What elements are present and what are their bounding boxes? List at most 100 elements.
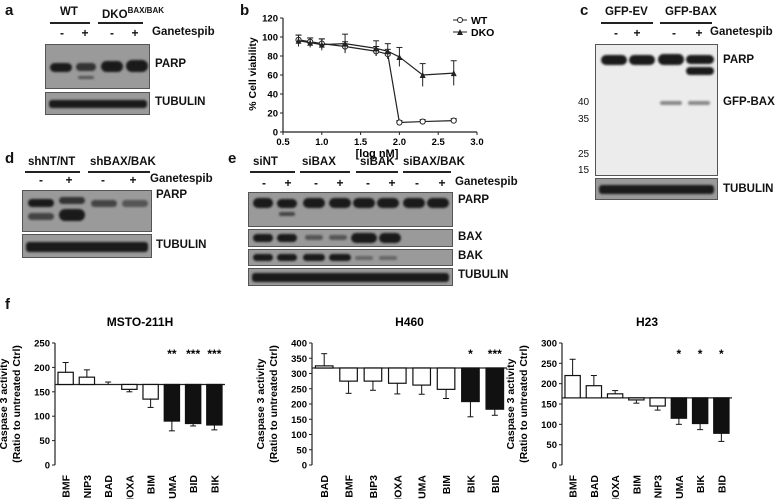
y-tick-label: 120: [262, 14, 278, 25]
bar-bid: [713, 397, 730, 434]
panel-d-label: d: [5, 150, 15, 167]
category-label: BAD: [589, 475, 601, 498]
treatment-label: Ganetespib: [455, 176, 518, 188]
sibax-label: siBAX: [302, 156, 336, 168]
chart-title: H23: [636, 315, 658, 329]
bar-bmf: [339, 367, 358, 382]
bax-blot: [248, 229, 453, 247]
wt-group-label: WT: [60, 6, 78, 18]
x-tick-label: 1.0: [315, 137, 328, 148]
y-tick-label: 100: [34, 412, 50, 423]
x-tick-label: 2.5: [432, 137, 446, 148]
y-tick-label: 100: [291, 430, 307, 441]
sign: +: [633, 26, 641, 40]
bar-bim: [142, 383, 159, 400]
sign: -: [39, 173, 43, 187]
y-tick-label: 250: [291, 384, 307, 395]
bar-noxa: [387, 367, 407, 384]
y-tick-label: 300: [291, 369, 307, 380]
y-tick-label: 80: [267, 52, 278, 63]
y-axis-label: Caspase 3 activity(Ratio to untreated Ct…: [505, 345, 530, 463]
y-tick-label: 150: [34, 387, 50, 398]
bar-bad: [314, 365, 334, 369]
bar-bim: [436, 367, 456, 390]
data-point: [396, 119, 403, 126]
sign: +: [438, 176, 446, 190]
tubulin-label: TUBULIN: [155, 96, 206, 108]
panel-e-label: e: [228, 150, 237, 167]
tubulin-label: TUBULIN: [156, 239, 207, 251]
category-label: BMF: [61, 474, 73, 497]
bax-label: BAX: [458, 231, 483, 243]
y-axis-label-line: (Ratio to untreated Ctrl): [518, 345, 530, 463]
sign: -: [314, 176, 318, 190]
shbaxbak-label: shBAX/BAK: [90, 156, 156, 168]
sint-label: siNT: [253, 156, 278, 168]
sign: +: [695, 26, 703, 40]
y-tick-label: 50: [546, 440, 557, 451]
sign: +: [65, 173, 73, 187]
y-tick-label: 150: [541, 400, 557, 411]
sign: +: [284, 176, 292, 190]
category-label: BID: [188, 475, 200, 494]
data-point: [419, 118, 426, 125]
bar-bik: [691, 397, 709, 425]
panel-b-label: b: [240, 2, 250, 19]
y-tick-label: 60: [267, 71, 278, 82]
y-tick-label: 0: [45, 461, 50, 472]
tubulin-blot: [45, 92, 150, 115]
y-tick-label: 50: [296, 445, 307, 456]
mw-35: 35: [578, 114, 590, 125]
sign: -: [614, 26, 618, 40]
bar-bid: [485, 367, 505, 410]
bar-noxa: [121, 383, 138, 390]
bar-bik: [206, 383, 223, 426]
y-axis-label: Caspase 3 activity(Ratio to untreated Ct…: [255, 345, 280, 463]
category-label: BIK: [209, 475, 221, 494]
sign: -: [60, 26, 64, 40]
gfp-bax-label: GFP-BAX: [665, 6, 717, 18]
significance-mark: *: [719, 347, 724, 361]
category-label: BAD: [103, 475, 115, 498]
y-tick-label: 300: [541, 339, 557, 350]
y-axis-label: Caspase 3 activity(Ratio to untreated Ct…: [0, 345, 23, 463]
treatment-label: Ganetespib: [152, 26, 215, 38]
bar-bid: [184, 383, 202, 425]
legend-wt: WT: [471, 15, 488, 27]
x-tick-label: 3.0: [470, 137, 483, 148]
y-tick-label: 0: [302, 461, 307, 472]
x-tick-label: 0.5: [276, 137, 290, 148]
data-point: [396, 53, 403, 60]
x-tick-label: 1.5: [354, 137, 368, 148]
parp-blot: [22, 190, 152, 232]
y-tick-label: 250: [541, 359, 557, 370]
bar-noxa: [606, 393, 624, 399]
data-point: [450, 117, 457, 124]
y-tick-label: 400: [291, 339, 307, 350]
category-label: NOXA: [610, 475, 622, 499]
bar-bnip3: [649, 397, 666, 407]
x-axis-label: [log nM]: [356, 148, 399, 160]
chart-title: MSTO-211H: [107, 315, 173, 329]
y-axis-label-line: Caspase 3 activity: [255, 358, 267, 449]
data-point: [373, 45, 380, 52]
bar-bip3: [363, 367, 383, 382]
parp-blot: [45, 44, 150, 89]
significance-mark: *: [468, 347, 473, 361]
gfp-blot: [595, 44, 718, 176]
category-label: BNIP3: [82, 475, 94, 499]
panel-c-label: c: [580, 2, 589, 19]
viability-chart: 0.5 1.0 1.5 2.0 2.5 3.0 0 20 40 60 80 100 120 WT DKO…: [247, 14, 494, 161]
category-label: PUMA: [417, 475, 429, 499]
gfp-bax-row-label: GFP-BAX: [723, 96, 775, 108]
panel-f-label: f: [5, 296, 10, 313]
sign: -: [262, 176, 266, 190]
shnt-label: shNT/NT: [28, 156, 76, 168]
bak-blot: [248, 249, 453, 266]
category-label: BID: [716, 475, 728, 494]
gfp-ev-label: GFP-EV: [605, 6, 648, 18]
category-label: PUMA: [674, 475, 686, 499]
y-tick-label: 0: [273, 128, 278, 139]
legend: WT DKO: [453, 15, 494, 39]
